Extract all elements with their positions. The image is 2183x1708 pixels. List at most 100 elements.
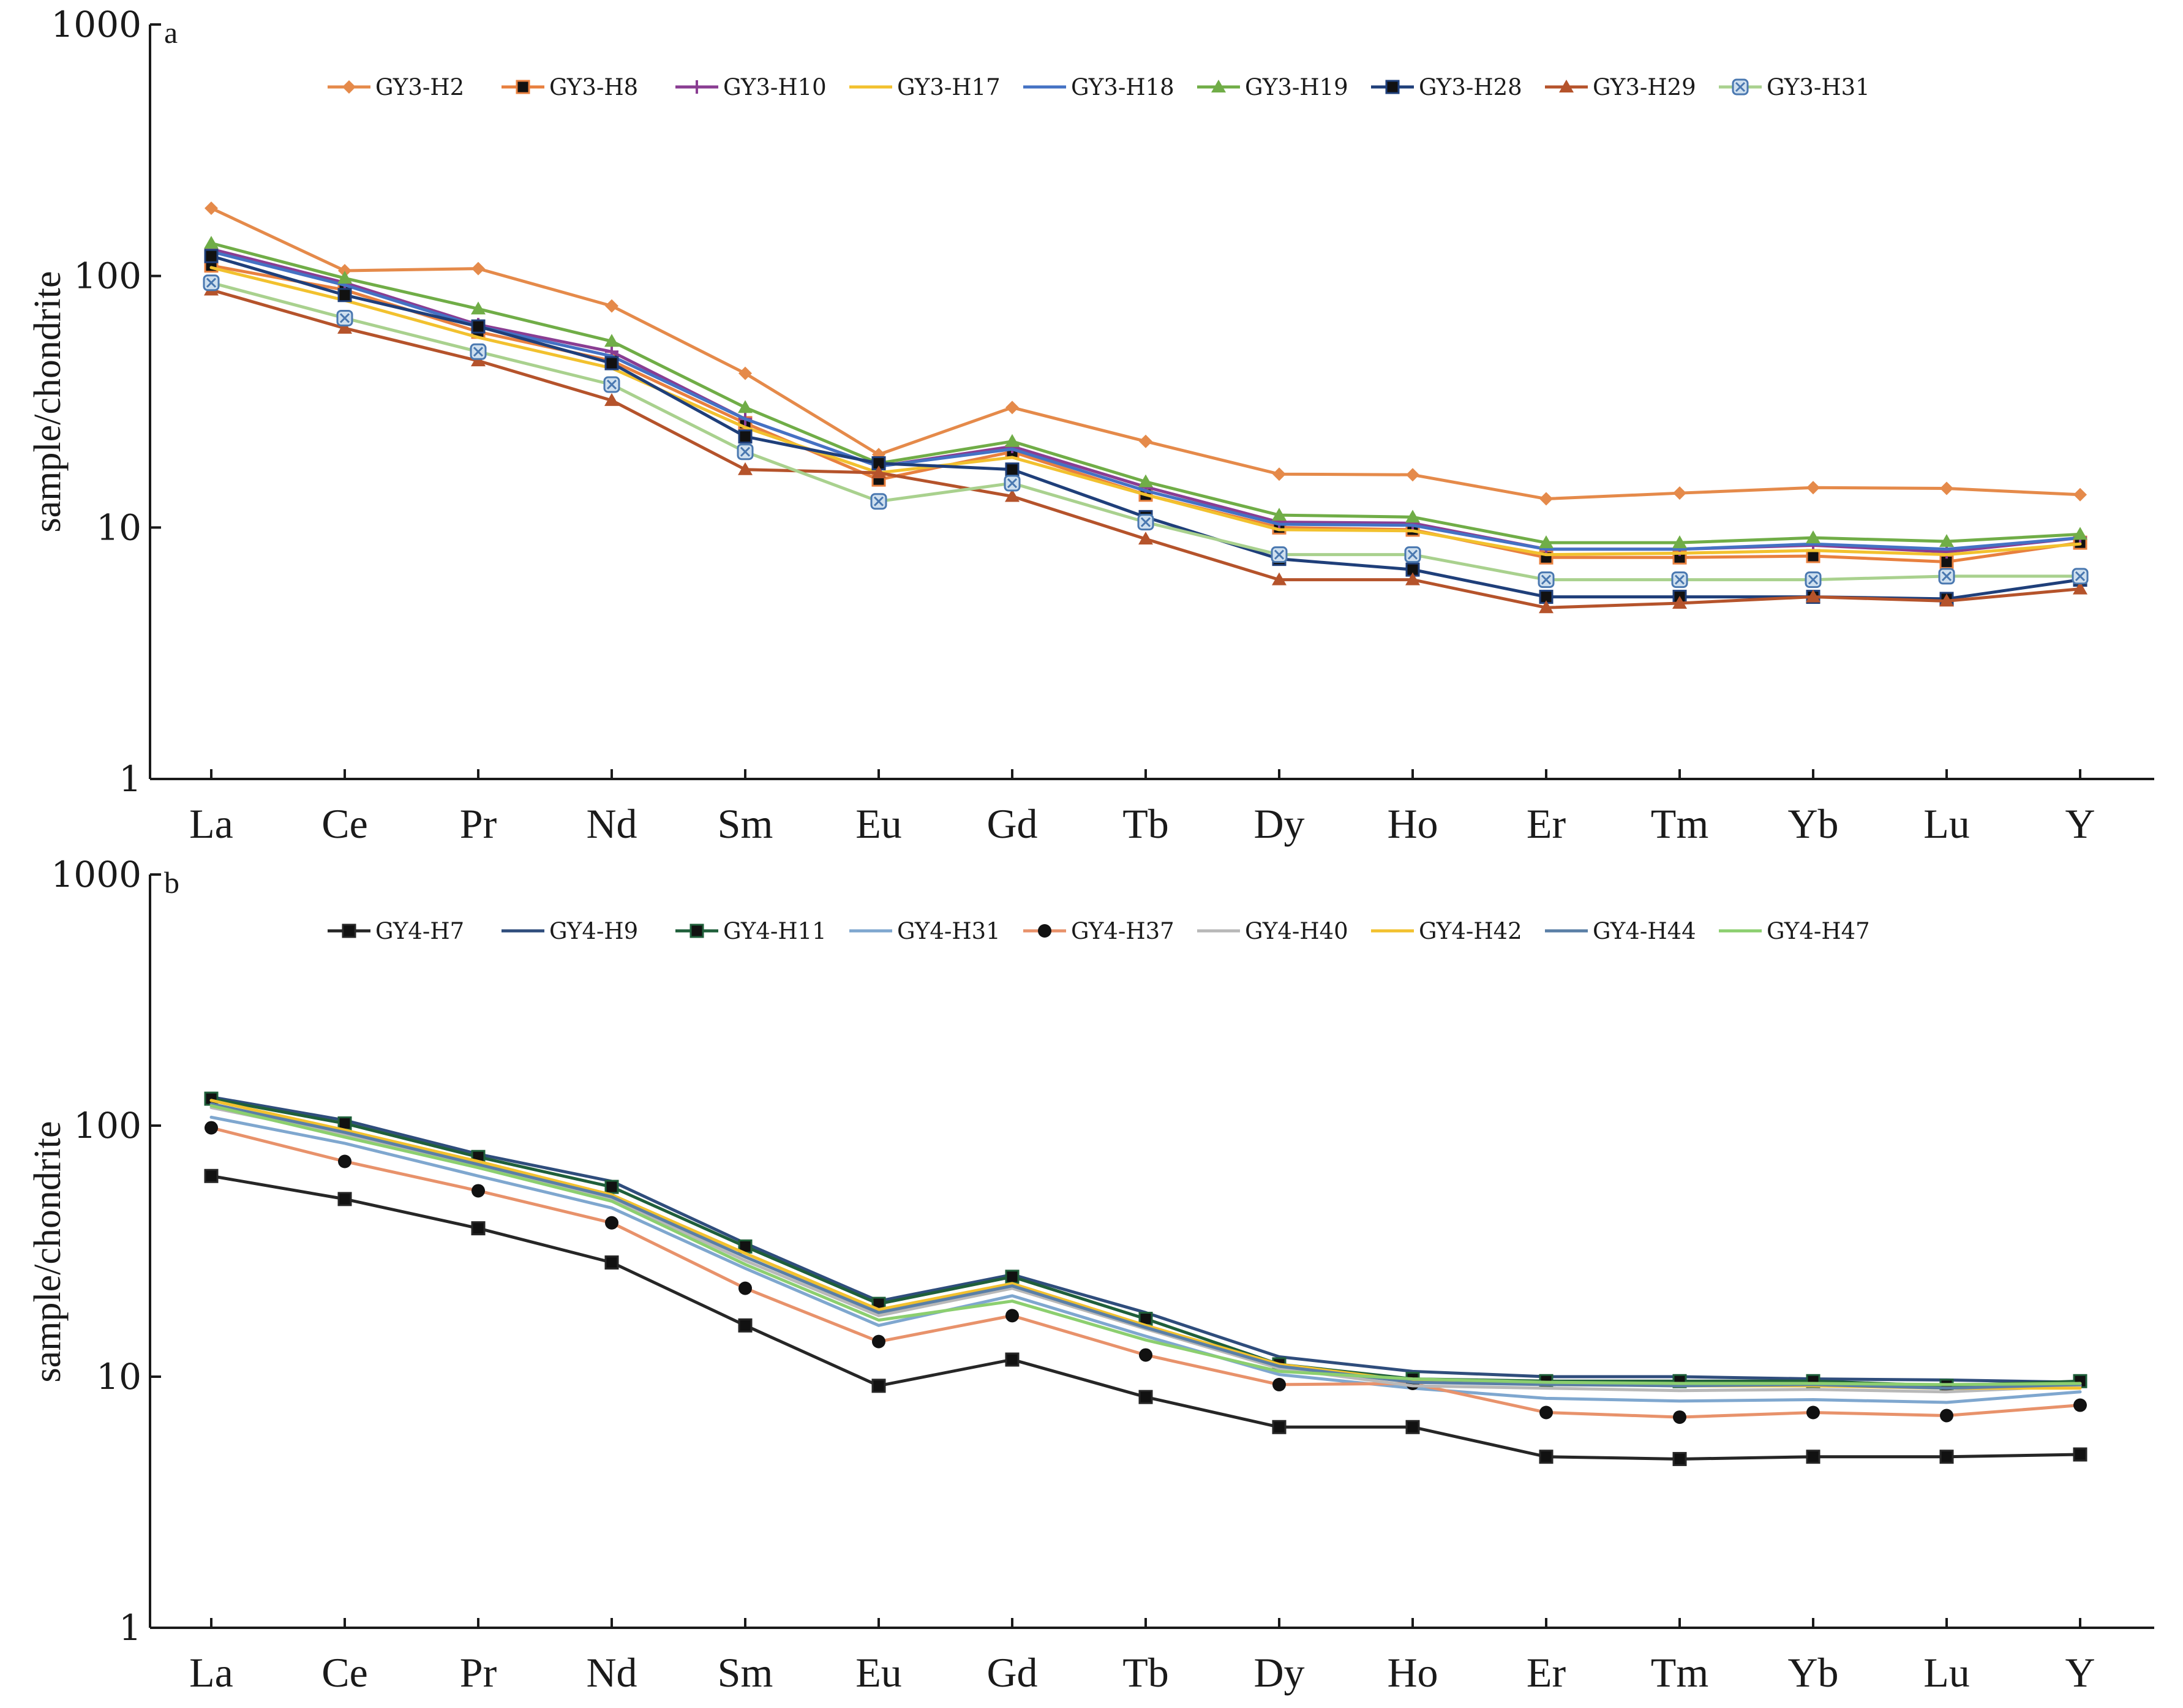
legend-item-gy4-h40: GY4-H40 xyxy=(1197,918,1348,944)
point-gy4-h7-yb xyxy=(1806,1450,1820,1464)
categories-b: La Ce Pr Nd Sm Eu Gd Tb Dy Ho Er Tm Yb Lu Y xyxy=(189,1618,2095,1696)
series-gy3-h18 xyxy=(209,250,2082,551)
point-gy3-h31-lu xyxy=(1938,568,1955,585)
point-gy3-h19-gd xyxy=(1005,434,1020,447)
series-line-gy4-h31 xyxy=(209,1115,2082,1404)
x-tick-label-b-dy: Dy xyxy=(1253,1649,1304,1696)
y-tick-label-b-1: 1 xyxy=(119,1607,141,1649)
point-gy4-h7-la xyxy=(204,1168,219,1183)
point-gy4-h7-ce xyxy=(337,1192,352,1206)
legend-item-gy4-h42: GY4-H42 xyxy=(1371,918,1522,944)
point-gy3-h10-lu xyxy=(1940,545,1953,559)
point-gy3-h31-er xyxy=(1538,571,1555,589)
legend-a: GY3-H2 GY3-H8 GY3-H10 GY3-H17 GY3-H18 GY3-H19… xyxy=(328,74,1870,100)
point-gy3-h31-sm xyxy=(737,443,754,461)
x-tick-label-b-eu: Eu xyxy=(855,1649,902,1696)
point-gy4-h7-er xyxy=(1539,1450,1554,1464)
x-tick-label-a-yb: Yb xyxy=(1787,800,1838,847)
series-gy3-h29 xyxy=(204,282,2087,614)
legend-marker-gy3-h28 xyxy=(1385,80,1400,94)
legend-label-gy3-h29: GY3-H29 xyxy=(1593,74,1696,100)
point-gy3-h19-la xyxy=(204,236,219,249)
legend-item-gy4-h47: GY4-H47 xyxy=(1719,918,1870,944)
x-tick-label-b-la: La xyxy=(189,1649,233,1696)
point-gy4-h11-nd xyxy=(604,1179,619,1194)
ticks-a: 1 10 100 1000 xyxy=(51,4,161,800)
legend-label-gy4-h31: GY4-H31 xyxy=(897,918,1001,944)
series-gy4-h31 xyxy=(209,1115,2082,1404)
legend-label-gy3-h2: GY3-H2 xyxy=(375,74,464,100)
point-gy4-h7-eu xyxy=(871,1379,886,1393)
point-gy3-h28-la xyxy=(204,249,219,263)
point-gy3-h2-gd xyxy=(1005,401,1019,415)
y-tick-label-a-1: 1 xyxy=(119,758,141,800)
point-gy3-h31-pr-cross xyxy=(473,347,484,357)
point-gy3-h31-gd-cross xyxy=(1007,478,1018,489)
point-gy3-h2-sm xyxy=(738,366,752,380)
legend-label-gy4-h47: GY4-H47 xyxy=(1767,918,1870,944)
x-tick-label-b-er: Er xyxy=(1527,1649,1566,1696)
point-gy3-h31-ce xyxy=(336,309,353,326)
x-tick-label-a-nd: Nd xyxy=(586,800,637,847)
x-tick-label-a-gd: Gd xyxy=(986,800,1037,847)
point-gy3-h29-lu xyxy=(1939,593,1954,607)
legend-item-gy4-h44: GY4-H44 xyxy=(1545,918,1696,944)
axes-b xyxy=(149,875,2154,1629)
point-gy3-h31-dy-cross xyxy=(1274,549,1285,560)
x-tick-label-b-tb: Tb xyxy=(1122,1649,1169,1696)
point-gy4-h7-y xyxy=(2073,1447,2087,1462)
x-tick-label-a-dy: Dy xyxy=(1253,800,1304,847)
legend-label-gy4-h40: GY4-H40 xyxy=(1245,918,1348,944)
point-gy3-h31-y-cross xyxy=(2075,571,2086,581)
point-gy3-h28-nd xyxy=(604,356,619,371)
series-gy4-h37 xyxy=(205,1121,2087,1424)
y-tick-label-a-10: 10 xyxy=(96,506,141,548)
point-gy3-h2-nd xyxy=(605,299,618,313)
x-tick-label-a-eu: Eu xyxy=(855,800,902,847)
point-gy3-h2-ce xyxy=(338,263,351,277)
point-gy3-h28-pr xyxy=(471,319,486,334)
point-gy3-h28-ce xyxy=(337,288,352,303)
point-gy3-h2-er xyxy=(1539,492,1553,506)
series-line-gy3-h17 xyxy=(209,266,2082,557)
legend-marker-gy4-h37 xyxy=(1038,924,1051,938)
legend-item-gy3-h19: GY3-H19 xyxy=(1197,74,1348,100)
y-tick-label-b-1000: 1000 xyxy=(51,854,141,895)
panel-label-a: a xyxy=(164,15,178,50)
legend-label-gy3-h28: GY3-H28 xyxy=(1419,74,1522,100)
point-gy3-h19-tm xyxy=(1672,535,1687,549)
series-layer-b xyxy=(204,1091,2087,1466)
point-gy3-h31-nd-cross xyxy=(606,379,617,390)
point-gy3-h31-la-cross xyxy=(206,277,217,288)
point-gy4-h37-sm xyxy=(738,1281,752,1295)
point-gy3-h31-gd xyxy=(1004,475,1021,492)
legend-label-gy4-h11: GY4-H11 xyxy=(723,918,827,944)
point-gy3-h31-ho-cross xyxy=(1407,549,1418,560)
point-gy3-h19-ce xyxy=(337,271,352,284)
point-gy4-h37-la xyxy=(205,1121,218,1135)
point-gy3-h31-tb-cross xyxy=(1140,517,1151,527)
point-gy3-h31-tm xyxy=(1671,571,1688,589)
legend-marker-gy3-h31 xyxy=(1732,78,1749,96)
point-gy3-h29-tm xyxy=(1672,595,1687,609)
point-gy3-h2-yb xyxy=(1806,481,1820,495)
series-gy3-h31 xyxy=(203,274,2089,589)
point-gy3-h31-ce-cross xyxy=(339,313,350,323)
point-gy4-h37-yb xyxy=(1806,1405,1820,1420)
series-gy4-h7 xyxy=(204,1168,2087,1466)
x-tick-label-a-la: La xyxy=(189,800,233,847)
series-line-gy3-h18 xyxy=(209,250,2082,551)
point-gy3-h31-y xyxy=(2072,568,2089,585)
legend-label-gy3-h31: GY3-H31 xyxy=(1767,74,1870,100)
y-tick-label-a-100: 100 xyxy=(73,255,141,297)
x-tick-label-b-gd: Gd xyxy=(986,1649,1037,1696)
x-tick-label-a-sm: Sm xyxy=(718,800,773,847)
x-tick-label-a-y: Y xyxy=(2065,800,2095,847)
point-gy3-h19-yb xyxy=(1806,530,1820,544)
legend-label-gy3-h17: GY3-H17 xyxy=(897,74,1001,100)
point-gy3-h29-ho xyxy=(1405,572,1420,585)
legend-item-gy3-h8: GY3-H8 xyxy=(502,74,638,100)
series-line-gy4-h44 xyxy=(209,1102,2082,1390)
